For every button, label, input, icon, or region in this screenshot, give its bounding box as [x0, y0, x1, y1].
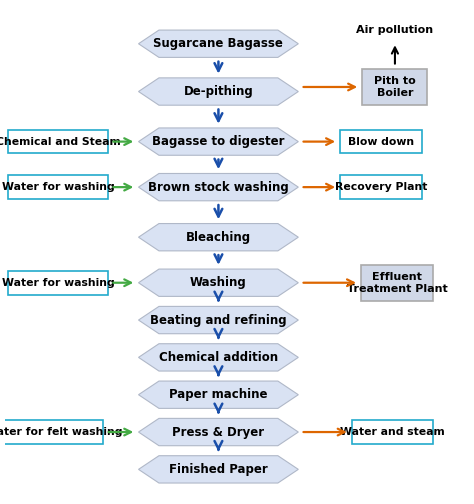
Text: Water for washing: Water for washing [2, 182, 115, 192]
Polygon shape [138, 269, 298, 296]
Text: Paper machine: Paper machine [169, 388, 268, 401]
Text: Air pollution: Air pollution [356, 25, 434, 35]
Text: Bagasse to digester: Bagasse to digester [152, 135, 285, 148]
Text: Water for washing: Water for washing [2, 278, 115, 288]
Text: De-pithing: De-pithing [183, 85, 253, 98]
Polygon shape [138, 381, 298, 408]
FancyBboxPatch shape [361, 265, 433, 301]
Text: Press & Dryer: Press & Dryer [173, 425, 264, 438]
Polygon shape [138, 173, 298, 201]
FancyBboxPatch shape [340, 175, 422, 199]
Text: Water for felt washing: Water for felt washing [0, 427, 122, 437]
FancyBboxPatch shape [8, 175, 108, 199]
Polygon shape [138, 78, 298, 105]
Polygon shape [138, 418, 298, 446]
Text: Bleaching: Bleaching [186, 231, 251, 244]
Text: Effluent
Treatment Plant: Effluent Treatment Plant [347, 272, 447, 293]
Text: Washing: Washing [190, 276, 247, 289]
Text: Chemical and Steam: Chemical and Steam [0, 137, 120, 147]
FancyBboxPatch shape [8, 130, 108, 153]
Polygon shape [138, 128, 298, 155]
Text: Brown stock washing: Brown stock washing [148, 180, 289, 194]
Text: Water and steam: Water and steam [340, 427, 445, 437]
FancyBboxPatch shape [352, 420, 433, 444]
FancyBboxPatch shape [8, 271, 108, 294]
Polygon shape [138, 306, 298, 334]
Text: Recovery Plant: Recovery Plant [335, 182, 427, 192]
Text: Blow down: Blow down [348, 137, 414, 147]
FancyBboxPatch shape [363, 69, 428, 105]
Text: Beating and refining: Beating and refining [150, 313, 287, 327]
Text: Pith to
Boiler: Pith to Boiler [374, 76, 416, 98]
Polygon shape [138, 224, 298, 251]
Text: Chemical addition: Chemical addition [159, 351, 278, 364]
Polygon shape [138, 344, 298, 371]
FancyBboxPatch shape [340, 130, 422, 153]
FancyBboxPatch shape [4, 420, 103, 444]
Polygon shape [138, 456, 298, 483]
Text: Finished Paper: Finished Paper [169, 463, 268, 476]
Text: Sugarcane Bagasse: Sugarcane Bagasse [154, 37, 283, 50]
Polygon shape [138, 30, 298, 57]
